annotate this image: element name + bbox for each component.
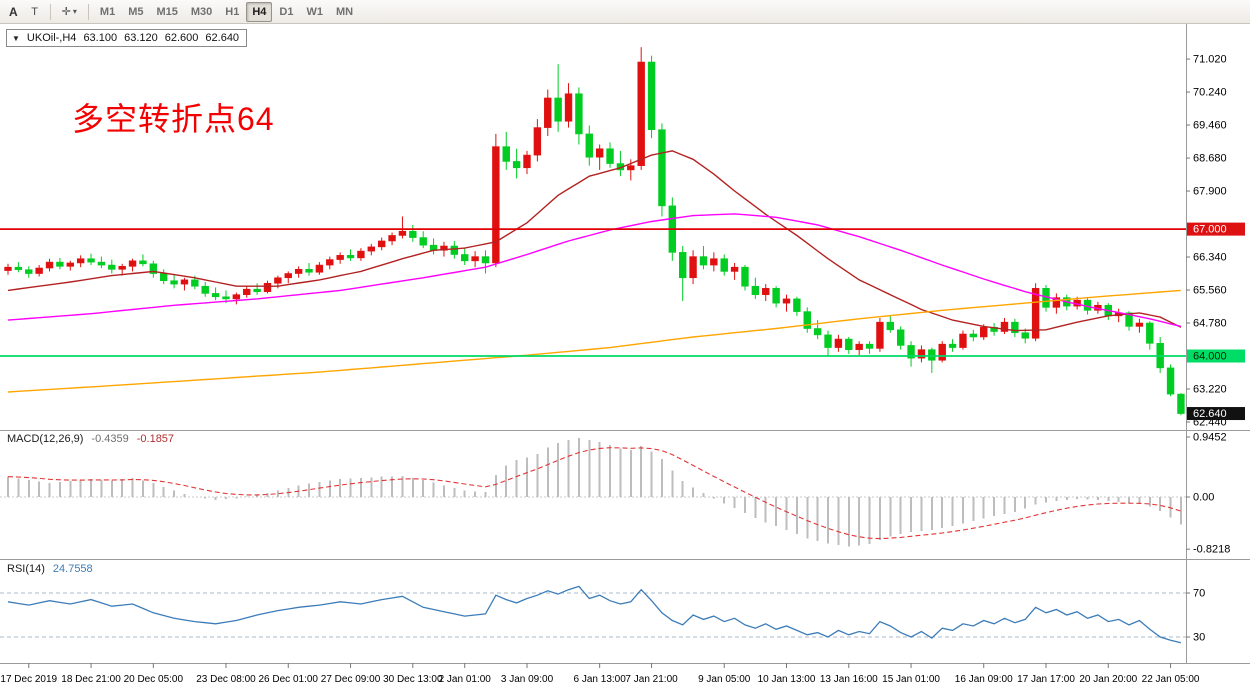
time-axis[interactable]: 17 Dec 2019 18 Dec 21:00 20 Dec 05:00 23 De… — [0, 663, 1200, 685]
timeframe-group: M1 M5 M15 M30 H1 H4 D1 W1 MN — [94, 1, 359, 22]
svg-text:22 Jan 05:00: 22 Jan 05:00 — [1142, 674, 1200, 685]
rsi-panel: 70 30 — [0, 585, 1205, 644]
svg-text:67.900: 67.900 — [1193, 186, 1227, 198]
toolbar-separator — [49, 3, 51, 20]
svg-text:-0.8218: -0.8218 — [1193, 544, 1230, 556]
svg-text:3 Jan 09:00: 3 Jan 09:00 — [501, 674, 554, 685]
svg-text:64.780: 64.780 — [1193, 318, 1227, 330]
macd-indicator-label: MACD(12,26,9) -0.4359 -0.1857 — [7, 433, 175, 445]
svg-text:13 Jan 16:00: 13 Jan 16:00 — [820, 674, 878, 685]
svg-text:26 Dec 01:00: 26 Dec 01:00 — [259, 674, 319, 685]
price-badge-64.000 — [1187, 349, 1245, 363]
svg-text:0.9452: 0.9452 — [1193, 431, 1227, 443]
macd-main-value: -0.4359 — [91, 433, 129, 445]
svg-text:7 Jan 21:00: 7 Jan 21:00 — [625, 674, 678, 685]
price-chart-canvas[interactable]: 71.020 70.240 69.460 68.680 67.900 66.340 65.5… — [0, 24, 1250, 695]
svg-text:15 Jan 01:00: 15 Jan 01:00 — [882, 674, 940, 685]
candles-layer — [4, 47, 1185, 416]
svg-text:68.680: 68.680 — [1193, 153, 1227, 165]
timeframe-button-m1[interactable]: M1 — [94, 2, 121, 22]
svg-text:71.020: 71.020 — [1193, 54, 1227, 66]
macd-name: MACD(12,26,9) — [7, 433, 84, 445]
timeframe-button-h1[interactable]: H1 — [219, 2, 245, 22]
timeframe-button-m5[interactable]: M5 — [122, 2, 149, 22]
crosshair-icon: ✛ — [61, 6, 71, 18]
svg-text:20 Dec 05:00: 20 Dec 05:00 — [124, 674, 184, 685]
svg-text:18 Dec 21:00: 18 Dec 21:00 — [61, 674, 121, 685]
svg-text:64.000: 64.000 — [1193, 351, 1227, 363]
svg-text:27 Dec 09:00: 27 Dec 09:00 — [321, 674, 381, 685]
svg-text:0.00: 0.00 — [1193, 492, 1214, 504]
chevron-down-icon: ▾ — [72, 7, 77, 16]
svg-text:30: 30 — [1193, 632, 1205, 644]
svg-text:23 Dec 08:00: 23 Dec 08:00 — [196, 674, 256, 685]
timeframe-button-w1[interactable]: W1 — [300, 2, 329, 22]
price-axis[interactable]: 71.020 70.240 69.460 68.680 67.900 66.340 65.5… — [1186, 54, 1245, 429]
svg-text:6 Jan 13:00: 6 Jan 13:00 — [574, 674, 627, 685]
toolbar-separator — [87, 3, 89, 20]
svg-text:66.340: 66.340 — [1193, 252, 1227, 264]
svg-text:17 Jan 17:00: 17 Jan 17:00 — [1017, 674, 1075, 685]
chart-annotation-text[interactable]: 多空转折点64 — [72, 101, 275, 137]
price-badge-62.640 — [1187, 407, 1245, 421]
svg-text:17 Dec 2019: 17 Dec 2019 — [0, 674, 57, 685]
svg-text:16 Jan 09:00: 16 Jan 09:00 — [955, 674, 1013, 685]
svg-text:2 Jan 01:00: 2 Jan 01:00 — [439, 674, 492, 685]
ma-fast-line — [7, 150, 1182, 332]
symbol-period-label: UKOil-,H4 — [26, 32, 77, 44]
macd-panel: 0.9452 0.00 -0.8218 — [0, 431, 1230, 556]
main-toolbar: A T ✛ ▾ M1 M5 M15 M30 H1 H4 D1 W1 MN — [0, 0, 1250, 24]
timeframe-button-m30[interactable]: M30 — [185, 2, 218, 22]
timeframe-button-h4[interactable]: H4 — [246, 1, 273, 22]
rsi-value: 24.7558 — [52, 563, 93, 575]
rsi-name: RSI(14) — [7, 563, 45, 575]
svg-text:70: 70 — [1193, 588, 1205, 600]
svg-text:9 Jan 05:00: 9 Jan 05:00 — [698, 674, 751, 685]
timeframe-button-m15[interactable]: M15 — [150, 2, 183, 22]
svg-text:65.560: 65.560 — [1193, 285, 1227, 297]
macd-signal-line — [7, 447, 1182, 540]
ma-slow-line — [7, 289, 1181, 393]
timeframe-button-d1[interactable]: D1 — [273, 2, 299, 22]
macd-signal-value: -0.1857 — [136, 433, 175, 445]
svg-text:62.640: 62.640 — [1193, 408, 1227, 420]
text-tool-button[interactable]: T — [25, 2, 45, 22]
svg-text:20 Jan 20:00: 20 Jan 20:00 — [1079, 674, 1137, 685]
svg-text:63.220: 63.220 — [1193, 384, 1227, 396]
font-tool-button[interactable]: A — [3, 2, 24, 22]
chart-title-box: ▼ UKOil-,H4 63.100 63.120 62.600 62.640 — [6, 29, 248, 47]
chart-area: 71.020 70.240 69.460 68.680 67.900 66.340 65.5… — [0, 24, 1250, 695]
ma-mid-line — [7, 213, 1182, 328]
ohlc-open: 63.100 — [83, 32, 118, 44]
svg-text:30 Dec 13:00: 30 Dec 13:00 — [383, 674, 443, 685]
objects-dropdown-button[interactable]: ✛ ▾ — [56, 2, 83, 22]
svg-text:10 Jan 13:00: 10 Jan 13:00 — [758, 674, 816, 685]
timeframe-button-mn[interactable]: MN — [330, 2, 359, 22]
ohlc-close: 62.640 — [205, 32, 240, 44]
price-badge-67.000 — [1187, 222, 1245, 236]
svg-text:67.000: 67.000 — [1193, 224, 1227, 236]
rsi-indicator-label: RSI(14) 24.7558 — [7, 563, 93, 575]
svg-text:70.240: 70.240 — [1193, 87, 1227, 99]
chart-menu-arrow-icon[interactable]: ▼ — [12, 33, 20, 43]
rsi-line — [7, 585, 1182, 644]
svg-text:69.460: 69.460 — [1193, 120, 1227, 132]
ohlc-high: 63.120 — [124, 32, 158, 44]
ohlc-low: 62.600 — [164, 32, 199, 44]
